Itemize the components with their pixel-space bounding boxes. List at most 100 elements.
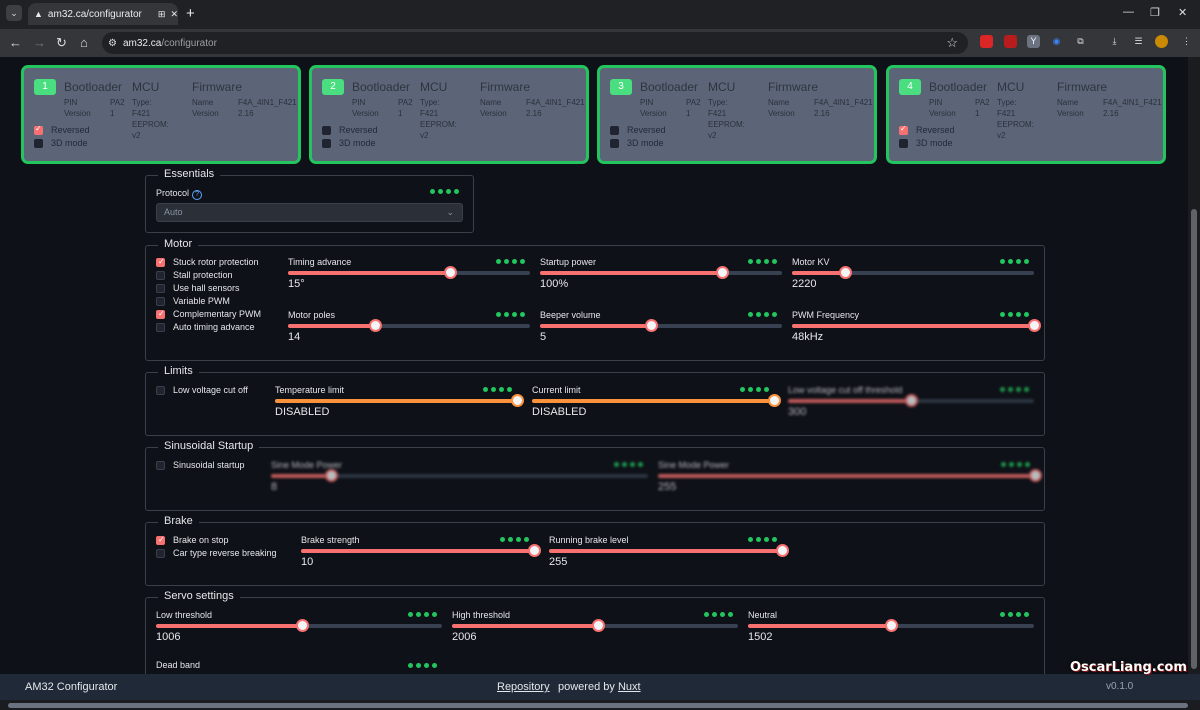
checkbox-row[interactable]: Stuck rotor protection (156, 257, 259, 267)
new-tab-button[interactable]: + (186, 5, 195, 22)
slider-track[interactable] (301, 544, 541, 557)
slider-track[interactable] (288, 266, 530, 279)
esc-three_d-checkbox[interactable]: 3D mode (610, 138, 664, 148)
esc-three_d-checkbox[interactable]: 3D mode (322, 138, 376, 148)
checkbox-row[interactable]: Variable PWM (156, 296, 230, 306)
home-button[interactable]: ⌂ (80, 35, 88, 50)
slider-handle[interactable] (1028, 319, 1041, 332)
protocol-select[interactable]: Auto ⌄ (156, 203, 463, 222)
slider-track[interactable] (748, 619, 1034, 632)
slider-track[interactable] (788, 394, 1034, 407)
slider-handle[interactable] (768, 394, 781, 407)
browser-tab[interactable]: ▲ am32.ca/configurator ⊞ ✕ (28, 3, 178, 25)
slider-track[interactable] (275, 394, 524, 407)
slider-handle[interactable] (369, 319, 383, 332)
checkbox[interactable] (156, 385, 165, 395)
checkbox[interactable] (322, 125, 331, 135)
forward-button[interactable]: → (33, 35, 46, 50)
slider-handle[interactable] (645, 319, 659, 332)
tab-search-button[interactable]: ⌄ (6, 5, 22, 21)
esc-reversed-checkbox[interactable]: Reversed (610, 125, 666, 135)
checkbox-row[interactable]: Brake on stop (156, 535, 229, 545)
slider-handle[interactable] (591, 619, 605, 632)
esc-card[interactable]: 4 Bootloader PIN PA2 Version 1 MCU Type: F421 EE… (886, 65, 1166, 164)
close-window-button[interactable]: ✕ (1178, 7, 1188, 19)
esc-three_d-checkbox[interactable]: 3D mode (34, 138, 88, 148)
slider-track[interactable] (549, 544, 789, 557)
slider-track[interactable] (156, 619, 442, 632)
checkbox-row[interactable]: Auto timing advance (156, 322, 255, 332)
slider-handle[interactable] (839, 266, 853, 279)
reading-list-icon[interactable]: ☰ (1134, 36, 1143, 46)
checkbox[interactable] (610, 138, 619, 148)
esc-card[interactable]: 1 Bootloader PIN PA2 Version 1 MCU Type: F421 EE… (21, 65, 301, 164)
scrollbar-thumb[interactable] (1191, 209, 1197, 669)
checkbox[interactable] (156, 322, 165, 332)
minimize-button[interactable]: — (1123, 6, 1134, 18)
esc-reversed-checkbox[interactable]: Reversed (322, 125, 378, 135)
checkbox[interactable] (156, 535, 165, 545)
tab-audio-icon[interactable]: ⊞ (157, 8, 166, 19)
slider-track[interactable] (532, 394, 781, 407)
checkbox[interactable] (156, 548, 165, 558)
checkbox-row[interactable]: Low voltage cut off (156, 385, 248, 395)
slider-track[interactable] (658, 469, 1042, 482)
checkbox-row[interactable]: Stall protection (156, 270, 233, 280)
slider-track[interactable] (452, 619, 738, 632)
checkbox[interactable] (34, 138, 43, 148)
esc-card[interactable]: 2 Bootloader PIN PA2 Version 1 MCU Type: F421 EE… (309, 65, 589, 164)
repository-link[interactable]: Repository (497, 681, 550, 693)
checkbox[interactable] (156, 283, 165, 293)
bookmark-star-icon[interactable]: ☆ (946, 35, 958, 50)
address-bar[interactable]: ⚙ am32.ca/configurator ☆ (102, 32, 968, 54)
extensions-puzzle-icon[interactable]: ⧉ (1077, 36, 1084, 46)
tab-close-icon[interactable]: ✕ (170, 8, 178, 19)
help-icon[interactable]: ? (192, 190, 203, 200)
slider-handle[interactable] (1029, 469, 1042, 482)
extension-shield-icon[interactable] (980, 35, 993, 48)
slider-track[interactable] (792, 266, 1034, 279)
extension-y-icon[interactable]: Y (1027, 35, 1040, 48)
checkbox-row[interactable]: Use hall sensors (156, 283, 240, 293)
slider-handle[interactable] (511, 394, 524, 407)
checkbox[interactable] (610, 125, 619, 135)
checkbox[interactable] (899, 124, 908, 135)
download-icon[interactable]: ⤓ (1112, 36, 1117, 46)
esc-three_d-checkbox[interactable]: 3D mode (899, 138, 953, 148)
site-info-icon[interactable]: ⚙ (108, 37, 117, 49)
profile-avatar[interactable] (1155, 35, 1168, 48)
checkbox[interactable] (156, 460, 165, 470)
slider-track[interactable] (540, 319, 782, 332)
maximize-button[interactable]: ❐ (1150, 7, 1160, 19)
horizontal-scrollbar[interactable] (0, 700, 1200, 710)
slider-handle[interactable] (776, 544, 789, 557)
checkbox-row[interactable]: Sinusoidal startup (156, 460, 245, 470)
esc-reversed-checkbox[interactable]: Reversed (34, 124, 90, 135)
vertical-scrollbar[interactable] (1188, 57, 1200, 674)
slider-track[interactable] (288, 319, 530, 332)
checkbox[interactable] (156, 270, 165, 280)
extension-red-icon[interactable] (1004, 35, 1017, 48)
esc-card[interactable]: 3 Bootloader PIN PA2 Version 1 MCU Type: F421 EE… (597, 65, 877, 164)
slider-handle[interactable] (905, 394, 918, 407)
slider-track[interactable] (540, 266, 782, 279)
checkbox-row[interactable]: Car type reverse breaking (156, 548, 277, 558)
checkbox[interactable] (899, 138, 908, 148)
slider-track[interactable] (271, 469, 648, 482)
checkbox[interactable] (34, 124, 43, 135)
esc-reversed-checkbox[interactable]: Reversed (899, 124, 955, 135)
slider-handle[interactable] (444, 266, 458, 279)
back-button[interactable]: ← (9, 35, 22, 50)
slider-handle[interactable] (325, 469, 339, 482)
checkbox[interactable] (156, 309, 165, 319)
slider-handle[interactable] (295, 619, 309, 632)
slider-handle[interactable] (528, 544, 541, 557)
slider-handle[interactable] (885, 619, 898, 632)
checkbox[interactable] (156, 296, 165, 306)
hscroll-thumb[interactable] (8, 703, 1188, 708)
nuxt-link[interactable]: Nuxt (617, 681, 641, 693)
reload-button[interactable]: ↻ (56, 35, 67, 50)
slider-handle[interactable] (715, 266, 729, 279)
checkbox[interactable] (156, 257, 165, 267)
browser-menu-icon[interactable]: ⋮ (1182, 36, 1191, 46)
